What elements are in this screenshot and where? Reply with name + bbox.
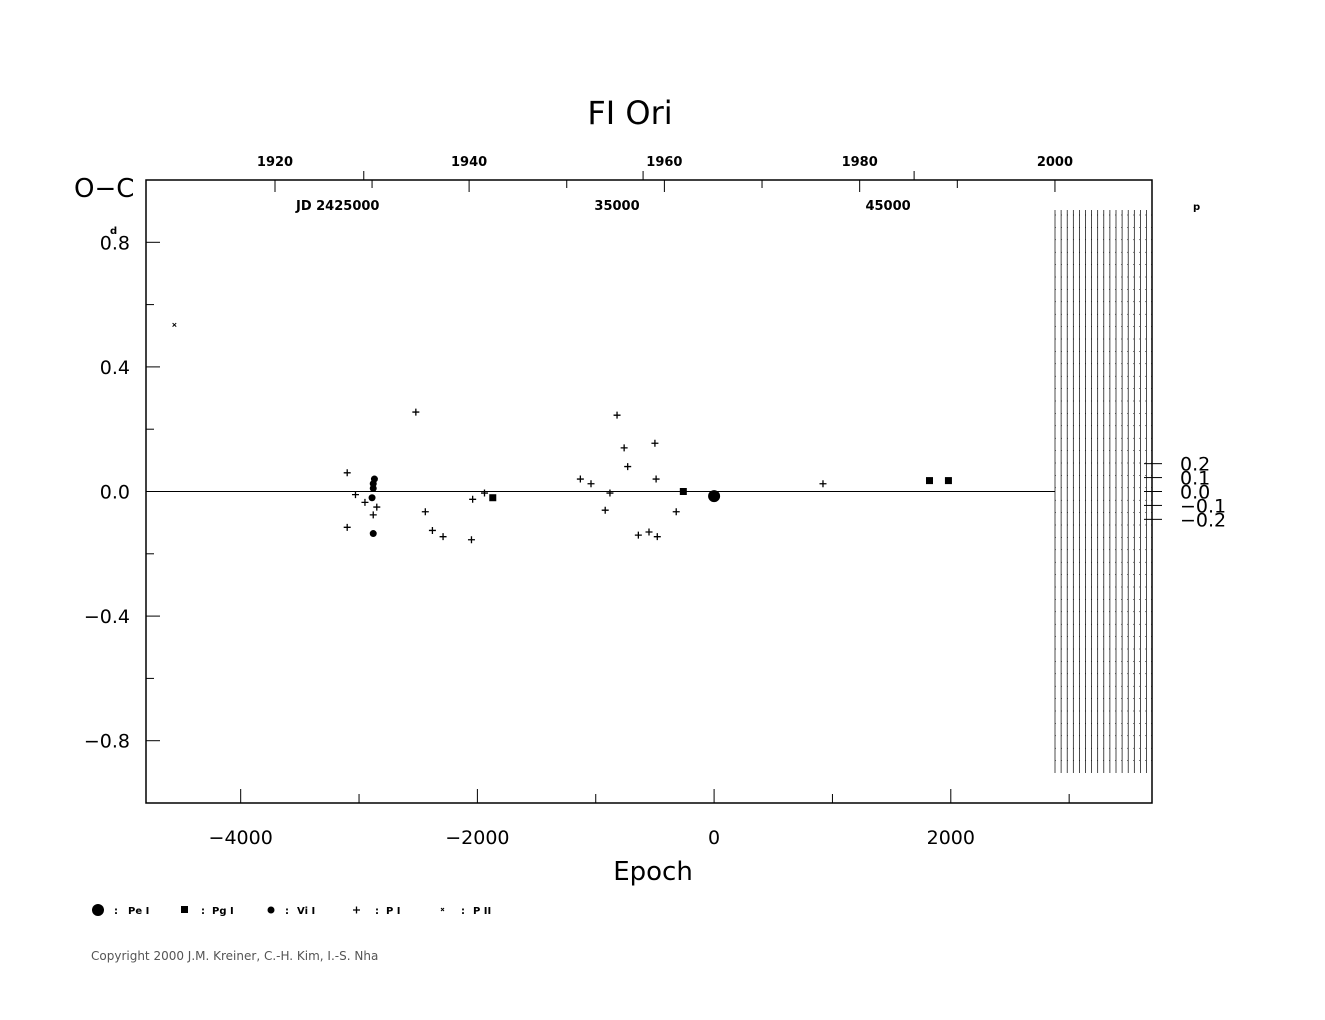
legend-p-ii-marker: [440, 907, 445, 912]
x-tick-label: 0: [708, 827, 720, 849]
point-p-i: [672, 508, 680, 516]
jd-label: 35000: [594, 199, 639, 214]
right-unit-superscript: p: [1193, 202, 1200, 213]
jd-label: 45000: [865, 199, 910, 214]
right-tick-label: −0.2: [1180, 509, 1226, 531]
year-tick-label: 1940: [451, 155, 487, 170]
legend-vi-i-label: Vi I: [297, 906, 315, 917]
point-p-i: [652, 475, 660, 483]
point-pg-i: [925, 477, 933, 485]
point-p-i: [343, 523, 351, 531]
point-pg-i: [679, 488, 687, 495]
point-p-i: [369, 511, 377, 519]
year-tick-label: 2000: [1037, 155, 1073, 170]
legend-vi-i-colon: :: [285, 906, 289, 917]
point-pe-i: [708, 490, 721, 503]
year-tick-label: 1920: [257, 155, 293, 170]
y-tick-label: −0.8: [84, 731, 130, 753]
point-p-i: [412, 408, 420, 416]
legend-pe-i-label: Pe I: [128, 906, 149, 917]
axis-ticks: [146, 171, 1162, 803]
x-tick-label: −2000: [445, 827, 509, 849]
point-p-i: [428, 526, 436, 534]
x-tick-label: 2000: [927, 827, 975, 849]
legend-pe-i-colon: :: [114, 906, 118, 917]
year-tick-label: 1980: [842, 155, 878, 170]
copyright-text: Copyright 2000 J.M. Kreiner, C.-H. Kim, …: [91, 949, 378, 963]
data-marks: [172, 322, 952, 544]
legend-vi-i-marker: [267, 906, 275, 914]
point-p-i: [351, 491, 359, 499]
point-pg-i: [489, 494, 497, 502]
legend-p-ii-colon: :: [461, 906, 465, 917]
y-tick-label: 0.0: [100, 482, 130, 504]
point-p-i: [624, 463, 632, 471]
point-p-i: [651, 439, 659, 447]
y-tick-label: −0.4: [84, 606, 130, 628]
point-p-i: [421, 508, 429, 516]
year-tick-label: 1960: [646, 155, 682, 170]
point-p-i: [467, 536, 475, 544]
legend: Pe I : : Pg I : Vi I : P I : P II: [92, 904, 491, 917]
point-p-i: [653, 533, 661, 541]
point-vi-i: [369, 484, 377, 492]
legend-pg-i-colon: :: [201, 906, 205, 917]
y-unit-superscript: d: [110, 226, 117, 237]
x-axis-title: Epoch: [613, 857, 693, 887]
tick-labels: −4000 −2000 0 20000.80.40.0−0.4−0.80.20.10.…: [84, 155, 1226, 849]
point-p-i: [613, 411, 621, 419]
legend-p-i-marker: [353, 906, 360, 914]
point-p-i: [601, 506, 609, 514]
hatch-region: [1054, 210, 1152, 773]
point-p-i: [819, 480, 827, 488]
x-tick-label: −4000: [209, 827, 273, 849]
point-vi-i: [368, 494, 376, 502]
point-pg-i: [944, 477, 952, 485]
y-axis-title: O−C: [74, 174, 134, 204]
y-tick-label: 0.4: [100, 357, 130, 379]
chart-title: FI Ori: [587, 94, 672, 132]
legend-pg-i-label: Pg I: [212, 906, 234, 917]
right-tick-label: 0.1: [1180, 468, 1210, 490]
point-p-i: [576, 475, 584, 483]
point-p-i: [606, 489, 614, 497]
legend-p-i-colon: :: [375, 906, 379, 917]
point-p-i: [620, 444, 628, 452]
point-p-i: [361, 498, 369, 506]
legend-p-i-label: P I: [386, 906, 401, 917]
legend-pe-i-marker: [92, 904, 104, 916]
point-p-i: [587, 480, 595, 488]
point-p-i: [373, 503, 381, 511]
legend-p-ii-label: P II: [473, 906, 491, 917]
point-p-ii: [172, 322, 177, 328]
point-p-i: [343, 469, 351, 477]
point-p-i: [634, 531, 642, 539]
right-tick-label: 0.2: [1180, 454, 1210, 476]
point-p-i: [469, 495, 477, 503]
right-tick-label: 0.0: [1180, 482, 1210, 504]
y-tick-label: 0.8: [100, 232, 130, 254]
point-p-i: [439, 533, 447, 541]
point-p-i: [645, 528, 653, 536]
right-tick-label: −0.1: [1180, 495, 1226, 517]
legend-pg-i-marker: [181, 906, 188, 913]
point-vi-i: [369, 530, 377, 538]
jd-label: JD 2425000: [295, 199, 379, 214]
point-p-i: [480, 489, 488, 497]
